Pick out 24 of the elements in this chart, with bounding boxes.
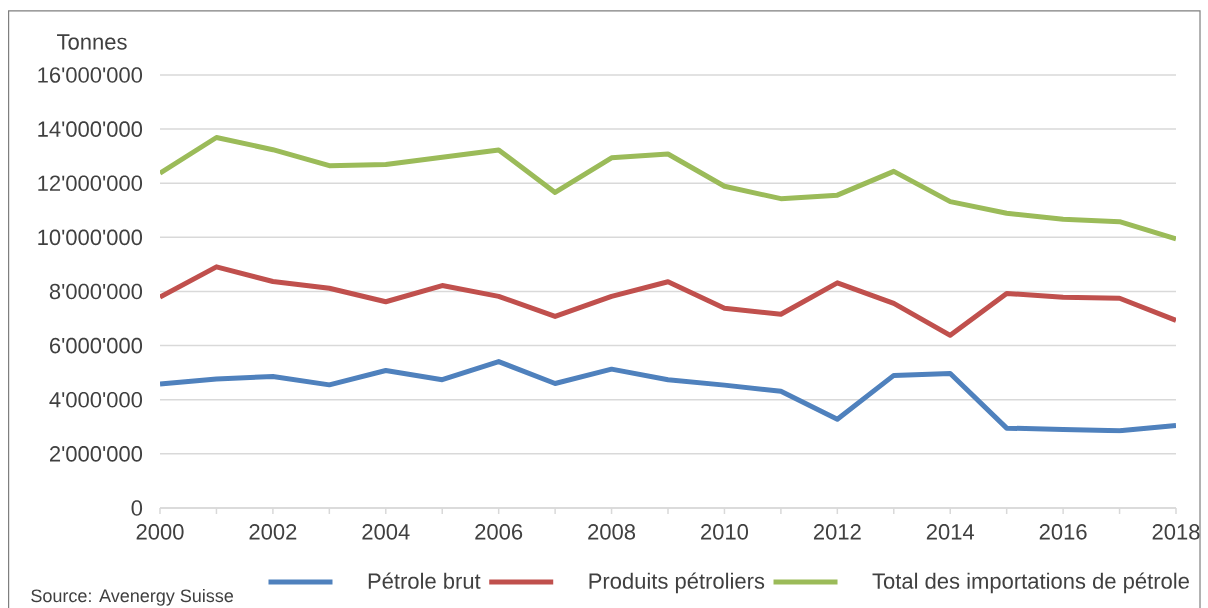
x-tick-label: 2010	[701, 524, 749, 540]
x-tick-label: 2014	[926, 524, 975, 540]
y-tick-label: 12'000'000	[38, 175, 143, 192]
y-tick-label: 14'000'000	[38, 121, 143, 137]
legend-label: Total des importations de pétrole	[872, 572, 1189, 594]
x-tick-label: 2004	[362, 524, 410, 540]
x-tick-label: 2016	[1039, 524, 1087, 540]
x-tick-label: 2002	[249, 524, 297, 540]
source-note: Source: Avenergy Suisse	[31, 588, 234, 606]
x-tick-label: 2000	[136, 524, 184, 540]
y-axis-title: Tonnes	[57, 34, 127, 50]
x-tick-label: 2018	[1152, 524, 1200, 540]
x-tick-label: 2012	[813, 524, 861, 540]
y-tick-label: 2'000'000	[50, 446, 143, 462]
y-tick-label: 8'000'000	[49, 283, 143, 300]
legend-label: Produits pétroliers	[589, 572, 765, 594]
x-tick-label: 2006	[475, 524, 523, 540]
y-tick-label: 4'000'000	[49, 391, 143, 408]
y-tick-label: 6'000'000	[50, 337, 143, 354]
x-tick-label: 2008	[588, 524, 636, 540]
y-tick-label: 0	[131, 500, 143, 516]
legend-label: Pétrole brut	[368, 572, 481, 589]
y-tick-label: 16'000'000	[38, 67, 143, 83]
y-tick-label: 10'000'000	[38, 229, 143, 246]
